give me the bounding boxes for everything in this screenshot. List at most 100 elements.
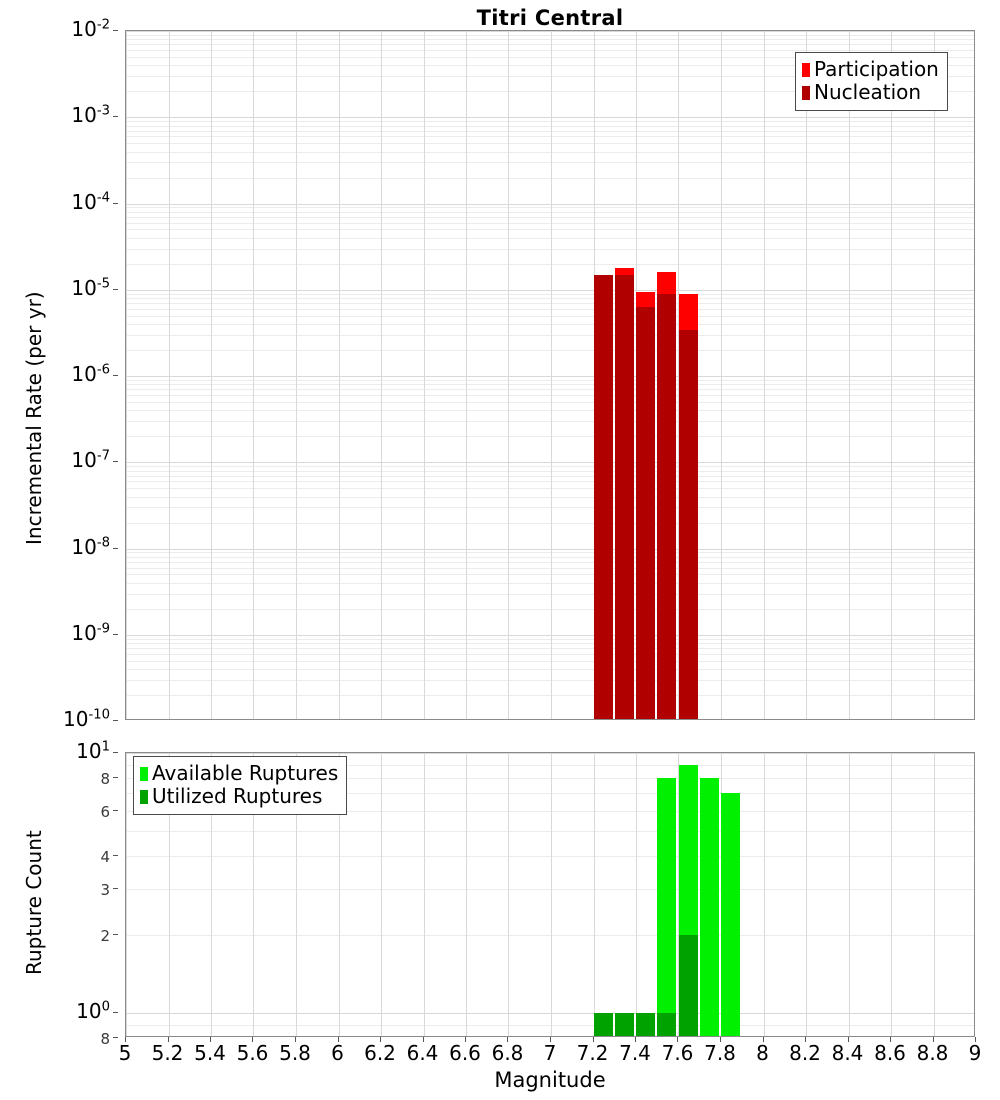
y-axis-tick-mark <box>113 1037 118 1038</box>
legend-swatch-icon <box>140 789 148 804</box>
x-axis-tick-label: 5.4 <box>194 1041 226 1065</box>
x-axis-tick-mark <box>635 1037 636 1042</box>
grid-line-vertical <box>891 753 892 1036</box>
bar-participation <box>636 292 655 719</box>
legend-swatch-icon <box>802 62 810 77</box>
incremental-rate-plot <box>125 30 975 720</box>
grid-line-horizontal <box>126 557 974 558</box>
grid-line-vertical <box>551 753 552 1036</box>
grid-line-horizontal <box>126 35 974 36</box>
y-axis-tick-mark <box>113 777 118 778</box>
x-axis-tick-mark <box>210 1037 211 1042</box>
x-axis-tick-mark <box>720 1037 721 1042</box>
grid-line-horizontal <box>126 856 974 857</box>
grid-line-vertical <box>891 31 892 719</box>
x-axis-tick-mark <box>125 1037 126 1042</box>
x-axis-tick-mark <box>677 1037 678 1042</box>
grid-line-horizontal <box>126 376 974 377</box>
y-axis-tick-mark <box>113 548 118 549</box>
grid-line-horizontal <box>126 238 974 239</box>
y-axis-tick-label: 4 <box>100 848 110 867</box>
y-axis-tick-label: 100 <box>76 998 110 1023</box>
grid-line-horizontal <box>126 44 974 45</box>
grid-line-horizontal <box>126 471 974 472</box>
grid-line-horizontal <box>126 178 974 179</box>
grid-line-vertical <box>424 753 425 1036</box>
legend-item-label: Utilized Ruptures <box>152 784 323 808</box>
y-axis-tick-label: 10-8 <box>71 534 110 559</box>
y-axis-tick-mark <box>113 289 118 290</box>
grid-line-horizontal <box>126 568 974 569</box>
x-axis-tick-label: 8 <box>756 1041 769 1065</box>
grid-line-vertical <box>466 753 467 1036</box>
x-axis-tick-label: 5.6 <box>236 1041 269 1065</box>
grid-line-vertical <box>381 753 382 1036</box>
bar-utilized-ruptures <box>594 1013 613 1036</box>
y-axis-tick-mark <box>113 888 118 889</box>
grid-line-horizontal <box>126 635 974 636</box>
y-axis-title-top: Incremental Rate (per yr) <box>22 291 46 545</box>
grid-line-horizontal <box>126 507 974 508</box>
x-axis-tick-mark <box>423 1037 424 1042</box>
bar-utilized-ruptures <box>679 935 698 1036</box>
x-axis-tick-mark <box>168 1037 169 1042</box>
grid-line-horizontal <box>126 402 974 403</box>
grid-line-horizontal <box>126 609 974 610</box>
x-axis-tick-label: 7.4 <box>619 1041 651 1065</box>
grid-line-horizontal <box>126 204 974 205</box>
grid-line-horizontal <box>126 1013 974 1014</box>
y-axis-tick-mark <box>113 810 118 811</box>
grid-line-horizontal <box>126 143 974 144</box>
legend-item-rate-1: Nucleation <box>802 81 939 104</box>
grid-line-horizontal <box>126 65 974 66</box>
grid-line-vertical <box>253 31 254 719</box>
y-axis-tick-label: 10-3 <box>71 103 110 128</box>
y-axis-tick-mark <box>113 934 118 935</box>
grid-line-horizontal <box>126 410 974 411</box>
grid-line-vertical <box>721 31 722 719</box>
grid-line-vertical <box>849 753 850 1036</box>
grid-line-horizontal <box>126 131 974 132</box>
grid-line-horizontal <box>126 389 974 390</box>
grid-line-vertical <box>934 753 935 1036</box>
y-axis-tick-mark <box>113 752 118 753</box>
grid-line-horizontal <box>126 648 974 649</box>
bar-available-ruptures <box>594 1013 613 1036</box>
grid-line-horizontal <box>126 223 974 224</box>
bar-available-ruptures <box>700 778 719 1036</box>
grid-line-horizontal <box>126 350 974 351</box>
bar-available-ruptures <box>657 778 676 1036</box>
legend-item-label: Participation <box>814 57 939 81</box>
x-axis-tick-label: 6.4 <box>406 1041 439 1065</box>
y-axis-tick-mark <box>113 855 118 856</box>
bar-utilized-ruptures <box>615 1013 634 1036</box>
grid-line-vertical <box>636 753 637 1036</box>
y-axis-ticks-bottom: 101 8 6 4 3 2 100 8 <box>0 740 118 1048</box>
bar-participation <box>594 275 613 719</box>
grid-line-horizontal <box>126 661 974 662</box>
grid-line-vertical <box>339 753 340 1036</box>
y-axis-tick-label: 10-5 <box>71 275 110 300</box>
bar-utilized-ruptures <box>657 1013 676 1036</box>
grid-line-horizontal <box>126 316 974 317</box>
grid-line-horizontal <box>126 162 974 163</box>
y-axis-tick-label: 10-7 <box>71 448 110 473</box>
grid-line-horizontal <box>126 217 974 218</box>
grid-line-horizontal <box>126 421 974 422</box>
legend-item-label: Nucleation <box>814 80 922 104</box>
bar-available-ruptures <box>679 765 698 1036</box>
grid-line-horizontal <box>126 889 974 890</box>
grid-line-vertical <box>466 31 467 719</box>
x-axis-tick-label: 8.2 <box>789 1041 821 1065</box>
y-axis-ticks-top: 10-2 10-3 10-4 10-5 10-6 10-7 10-8 10-9 10-10 <box>0 18 118 729</box>
grid-line-vertical <box>169 31 170 719</box>
grid-line-horizontal <box>126 152 974 153</box>
grid-line-horizontal <box>126 50 974 51</box>
x-axis-tick-label: 6.6 <box>449 1041 481 1065</box>
y-axis-tick-mark <box>113 634 118 635</box>
grid-line-vertical <box>678 31 679 719</box>
y-axis-tick-label: 10-9 <box>71 620 110 645</box>
bar-utilized-ruptures <box>636 1013 655 1036</box>
bar-available-ruptures <box>615 1013 634 1036</box>
